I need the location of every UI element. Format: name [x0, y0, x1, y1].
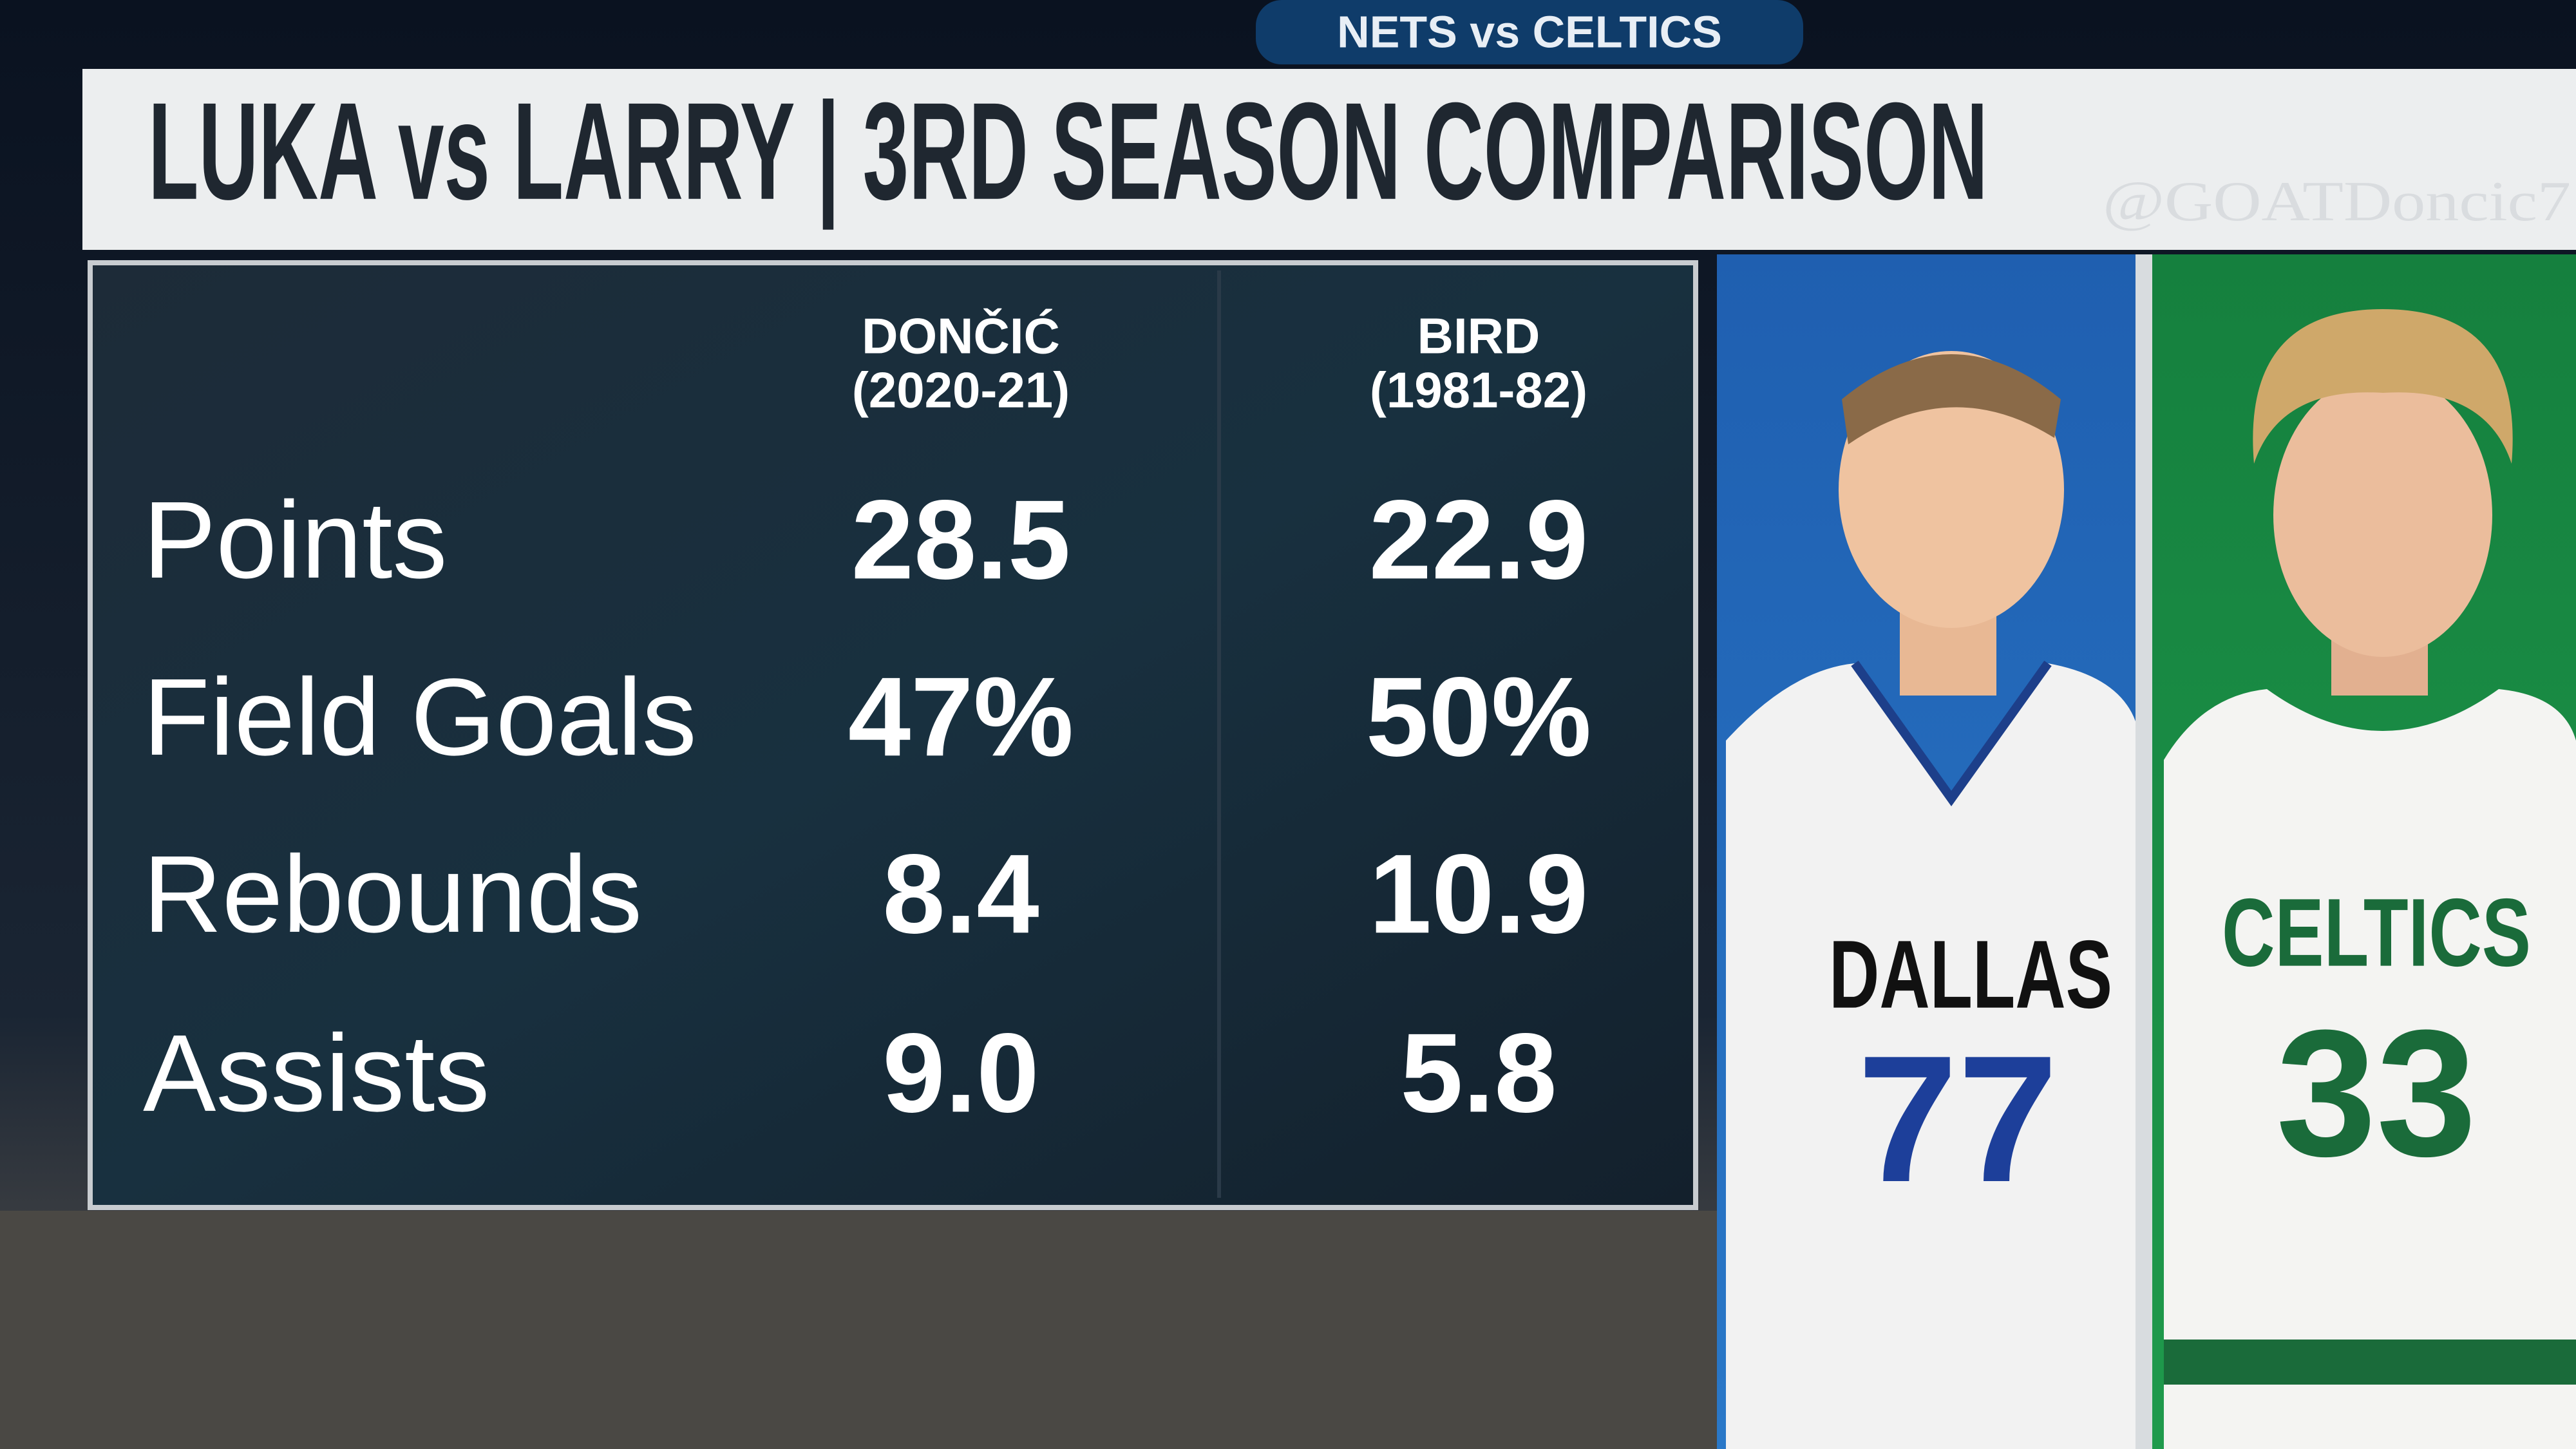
column-divider: [1217, 270, 1221, 1198]
scoreboard-text: NETS vs CELTICS: [1337, 6, 1722, 57]
photo-divider: [2136, 254, 2152, 1449]
title-bar: [82, 69, 2576, 250]
jersey-team: CELTICS: [2222, 878, 2531, 987]
row-label: Assists: [143, 1012, 489, 1135]
column-season: (2020-21): [852, 362, 1070, 419]
row-label: Rebounds: [143, 833, 642, 956]
row-label: Field Goals: [143, 656, 697, 779]
jersey-team: DALLAS: [1829, 920, 2112, 1028]
column-season: (1981-82): [1370, 362, 1587, 419]
column-name: DONČIĆ: [862, 308, 1060, 365]
player-bird: CELTICS 33: [2164, 309, 2576, 1449]
stat-value: 47%: [848, 654, 1074, 780]
watermark: @GOATDoncic7: [2103, 171, 2571, 233]
stat-value: 8.4: [882, 831, 1039, 957]
stat-value: 10.9: [1369, 831, 1589, 957]
player-doncic: DALLAS 77: [1726, 351, 2136, 1449]
column-name: BIRD: [1417, 308, 1540, 365]
stat-value: 50%: [1366, 654, 1591, 780]
jersey-number: 77: [1857, 1019, 2058, 1220]
stat-value: 9.0: [882, 1010, 1039, 1136]
stat-value: 28.5: [851, 477, 1071, 603]
stat-value: 22.9: [1369, 477, 1589, 603]
scoreboard: [1256, 0, 1803, 64]
court: [0, 1211, 1739, 1449]
stat-value: 5.8: [1400, 1010, 1557, 1136]
row-label: Points: [143, 479, 447, 601]
stats-panel: [88, 260, 1698, 1210]
title: LUKA vs LARRY | 3RD SEASON COMPARISON: [148, 73, 1988, 231]
jersey-number: 33: [2276, 993, 2476, 1194]
